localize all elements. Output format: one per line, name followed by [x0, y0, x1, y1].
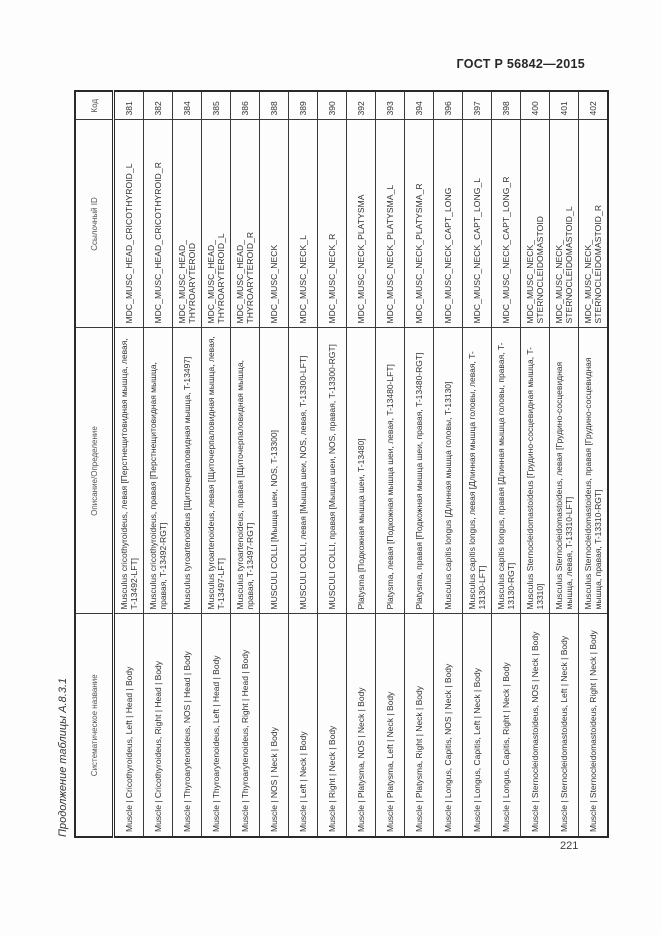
reference-id-cell: MDC_MUSC_NECK_CAPT_LONG_R: [491, 120, 521, 328]
description-cell: Musculus Sternocleidomastoideus, левая […: [549, 328, 579, 614]
code-cell: 389: [288, 91, 318, 120]
table-header-row: Систематическое название Описание/Опреде…: [75, 91, 114, 837]
code-cell: 397: [462, 91, 492, 120]
reference-id-cell: MDC_MUSC_NECK_ STERNOCLEIDOMASTOID_L: [549, 120, 579, 328]
table-row: Muscle | Thyroarytenoideus, Left | Head …: [201, 91, 231, 837]
reference-id-cell: MDC_MUSC_NECK_L: [288, 120, 318, 328]
systematic-name-cell: Muscle | Platysma, Left | Neck | Body: [375, 614, 405, 837]
description-cell: Musculus cricothyroideus, левая [Перстне…: [113, 328, 144, 614]
table-row: Muscle | Platysma, Left | Neck | Body Pl…: [375, 91, 405, 837]
description-cell: Musculus capitis longus [Длинная мышца г…: [433, 328, 463, 614]
description-cell: Musculus cricothyroideus, правая [Перстн…: [143, 328, 173, 614]
reference-id-cell: MDC_MUSC_NECK_ STERNOCLEIDOMASTOID_R: [578, 120, 608, 328]
code-cell: 392: [346, 91, 376, 120]
systematic-name-cell: Muscle | Thyroarytenoideus, NOS | Head |…: [172, 614, 202, 837]
table-row: Muscle | Sternocleidomastoideus, NOS | N…: [520, 91, 550, 837]
reference-id-cell: MDC_MUSC_HEAD_ THYROARYTEROID: [172, 120, 202, 328]
reference-id-cell: MDC_MUSC_NECK_PLATYSMA_L: [375, 120, 405, 328]
description-cell: Musculus Sternocleidomastoideus, правая …: [578, 328, 608, 614]
col-header-reference-id: Ссылочный ID: [75, 120, 114, 328]
table-row: Muscle | Sternocleidomastoideus, Right |…: [578, 91, 608, 837]
reference-id-cell: MDC_MUSC_HEAD_CRICOTHYROID_R: [143, 120, 173, 328]
table-row: Muscle | Cricothyroideus, Left | Head | …: [113, 91, 144, 837]
systematic-name-cell: Muscle | Cricothyroideus, Left | Head | …: [113, 614, 144, 837]
table-row: Muscle | NOS | Neck | Body MUSCULI COLLI…: [259, 91, 289, 837]
table-row: Muscle | Longus, Capitis, NOS | Neck | B…: [433, 91, 463, 837]
code-cell: 381: [113, 91, 144, 120]
systematic-name-cell: Muscle | Platysma, NOS | Neck | Body: [346, 614, 376, 837]
reference-id-cell: MDC_MUSC_NECK_PLATYSMA_R: [404, 120, 434, 328]
code-cell: 393: [375, 91, 405, 120]
systematic-name-cell: Muscle | Longus, Capitis, Left | Neck | …: [462, 614, 492, 837]
systematic-name-cell: Muscle | Thyroarytenoideus, Left | Head …: [201, 614, 231, 837]
description-cell: Musculus tyroartenoideus, правая [Щиточе…: [230, 328, 260, 614]
description-cell: Musculus tyroartenoideus [Щиточерпаловид…: [172, 328, 202, 614]
systematic-name-cell: Muscle | Thyroarytenoideus, Right | Head…: [230, 614, 260, 837]
col-header-description: Описание/Определение: [75, 328, 114, 614]
table-row: Muscle | Right | Neck | Body MUSCULI COL…: [317, 91, 347, 837]
reference-id-cell: MDC_MUSC_HEAD_CRICOTHYROID_L: [113, 120, 144, 328]
reference-id-cell: MDC_MUSC_NECK_R: [317, 120, 347, 328]
systematic-name-cell: Muscle | Right | Neck | Body: [317, 614, 347, 837]
table-row: Muscle | Platysma, Right | Neck | Body P…: [404, 91, 434, 837]
description-cell: Musculus capitis longus, правая [Длинная…: [491, 328, 521, 614]
systematic-name-cell: Muscle | Sternocleidomastoideus, Right |…: [578, 614, 608, 837]
table-row: Muscle | Thyroarytenoideus, NOS | Head |…: [172, 91, 202, 837]
code-cell: 385: [201, 91, 231, 120]
systematic-name-cell: Muscle | Cricothyroideus, Right | Head |…: [143, 614, 173, 837]
code-cell: 384: [172, 91, 202, 120]
table-row: Muscle | Longus, Capitis, Right | Neck |…: [491, 91, 521, 837]
code-cell: 396: [433, 91, 463, 120]
table-row: Muscle | Left | Neck | Body MUSCULI COLL…: [288, 91, 318, 837]
code-cell: 402: [578, 91, 608, 120]
page-number: 221: [560, 840, 579, 852]
table-row: Muscle | Platysma, NOS | Neck | Body Pla…: [346, 91, 376, 837]
table-body: Muscle | Cricothyroideus, Left | Head | …: [113, 91, 608, 837]
table-row: Muscle | Thyroarytenoideus, Right | Head…: [230, 91, 260, 837]
code-cell: 400: [520, 91, 550, 120]
standard-number-header: ГОСТ Р 56842—2015: [456, 57, 585, 71]
code-cell: 388: [259, 91, 289, 120]
code-cell: 386: [230, 91, 260, 120]
description-cell: Platysma, правая [Подкожная мышца шеи, п…: [404, 328, 434, 614]
table-continuation-caption: Продолжение таблицы А.8.3.1: [57, 677, 69, 837]
code-cell: 382: [143, 91, 173, 120]
reference-id-cell: MDC_MUSC_NECK_ STERNOCLEIDOMASTOID: [520, 120, 550, 328]
reference-id-cell: MDC_MUSC_HEAD_ THYROARYTEROID_R: [230, 120, 260, 328]
systematic-name-cell: Muscle | Longus, Capitis, Right | Neck |…: [491, 614, 521, 837]
description-cell: Platysma [Подкожная мышца шеи, T-13480]: [346, 328, 376, 614]
description-cell: MUSCULI COLLI, левая [Мышца шеи, NOS, ле…: [288, 328, 318, 614]
muscle-nomenclature-table: Систематическое название Описание/Опреде…: [74, 90, 609, 838]
rotated-table-block: Продолжение таблицы А.8.3.1 Систематичес…: [57, 90, 609, 838]
systematic-name-cell: Muscle | Sternocleidomastoideus, NOS | N…: [520, 614, 550, 837]
code-cell: 398: [491, 91, 521, 120]
col-header-systematic-name: Систематическое название: [75, 614, 114, 837]
systematic-name-cell: Muscle | Left | Neck | Body: [288, 614, 318, 837]
description-cell: MUSCULI COLLI [Мышца шеи, NOS, T-13300]: [259, 328, 289, 614]
table-row: Muscle | Longus, Capitis, Left | Neck | …: [462, 91, 492, 837]
reference-id-cell: MDC_MUSC_NECK_CAPT_LONG: [433, 120, 463, 328]
reference-id-cell: MDC_MUSC_NECK_CAPT_LONG_L: [462, 120, 492, 328]
systematic-name-cell: Muscle | NOS | Neck | Body: [259, 614, 289, 837]
description-cell: Musculus Sternocleidomastoideus [Грудино…: [520, 328, 550, 614]
code-cell: 390: [317, 91, 347, 120]
code-cell: 401: [549, 91, 579, 120]
reference-id-cell: MDC_MUSC_HEAD_ THYROARYTEROID_L: [201, 120, 231, 328]
reference-id-cell: MDC_MUSC_NECK_PLATYSMA: [346, 120, 376, 328]
table-row: Muscle | Cricothyroideus, Right | Head |…: [143, 91, 173, 837]
col-header-code: Код: [75, 91, 114, 120]
description-cell: Platysma, левая [Подкожная мышца шеи, ле…: [375, 328, 405, 614]
description-cell: Musculus capitis longus, левая [Длинная …: [462, 328, 492, 614]
table-row: Muscle | Sternocleidomastoideus, Left | …: [549, 91, 579, 837]
description-cell: MUSCULI COLLI, правая [Мышца шеи, NOS, п…: [317, 328, 347, 614]
reference-id-cell: MDC_MUSC_NECK: [259, 120, 289, 328]
description-cell: Musculus tyroartenoideus, левая [Щиточер…: [201, 328, 231, 614]
systematic-name-cell: Muscle | Sternocleidomastoideus, Left | …: [549, 614, 579, 837]
systematic-name-cell: Muscle | Longus, Capitis, NOS | Neck | B…: [433, 614, 463, 837]
systematic-name-cell: Muscle | Platysma, Right | Neck | Body: [404, 614, 434, 837]
code-cell: 394: [404, 91, 434, 120]
